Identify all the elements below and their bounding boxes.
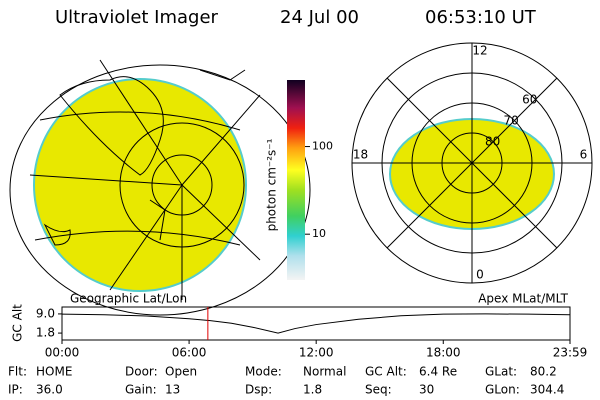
date: 24 Jul 00 [280, 7, 359, 28]
lat-label: 70 [504, 114, 519, 128]
field-value: Open [165, 365, 197, 379]
field-label: GLon: [485, 383, 520, 397]
field-value: 36.0 [36, 383, 63, 397]
timeline-right-title: Apex MLat/MLT [478, 292, 568, 306]
mlt-label: 12 [472, 44, 487, 58]
timeline-ylabel: GC Alt [11, 304, 25, 342]
field-value: 30 [419, 383, 434, 397]
field-value: HOME [36, 365, 72, 379]
field-label: GC Alt: [365, 365, 407, 379]
colorbar-label: photon cm⁻²s⁻¹ [265, 138, 279, 231]
mlt-label: 0 [476, 268, 484, 282]
mlt-spoke [471, 77, 558, 164]
mlt-label: 18 [353, 148, 368, 162]
x-tick-label: 00:00 [45, 346, 80, 360]
field-value: 6.4 Re [419, 365, 457, 379]
y-tick-label: 9.0 [36, 306, 55, 320]
x-tick-label: 18:00 [426, 346, 461, 360]
field-label: GLat: [485, 365, 517, 379]
mlt-spoke [471, 162, 558, 249]
field-label: Gain: [125, 383, 157, 397]
x-tick-label: 23:59 [553, 346, 588, 360]
field-value: 304.4 [530, 383, 564, 397]
x-tick-label: 12:00 [299, 346, 334, 360]
field-label: Door: [125, 365, 158, 379]
field-value: 1.8 [303, 383, 322, 397]
field-label: Seq: [365, 383, 392, 397]
timeline-frame [61, 306, 571, 341]
x-tick-label: 06:00 [172, 346, 207, 360]
altitude-line [61, 313, 571, 334]
colorbar-tick-label: 100 [312, 140, 333, 153]
field-label: Dsp: [245, 383, 272, 397]
colorbar-tick-label: 10 [312, 227, 326, 240]
earth-image [9, 59, 311, 316]
field-label: IP: [8, 383, 23, 397]
field-value: 80.2 [530, 365, 557, 379]
field-value: 13 [165, 383, 180, 397]
y-tick-label: 1.8 [36, 326, 55, 340]
timeline-left-title: Geographic Lat/Lon [70, 292, 187, 306]
field-label: Mode: [245, 365, 282, 379]
mlt-label: 6 [580, 148, 588, 162]
mlt-spoke [386, 77, 473, 164]
time: 06:53:10 UT [425, 7, 537, 28]
lat-label: 60 [522, 93, 537, 107]
field-value: Normal [303, 365, 346, 379]
mlt-spoke [386, 162, 473, 249]
colorbar [287, 80, 305, 280]
field-label: Flt: [8, 365, 27, 379]
title: Ultraviolet Imager [55, 7, 219, 28]
